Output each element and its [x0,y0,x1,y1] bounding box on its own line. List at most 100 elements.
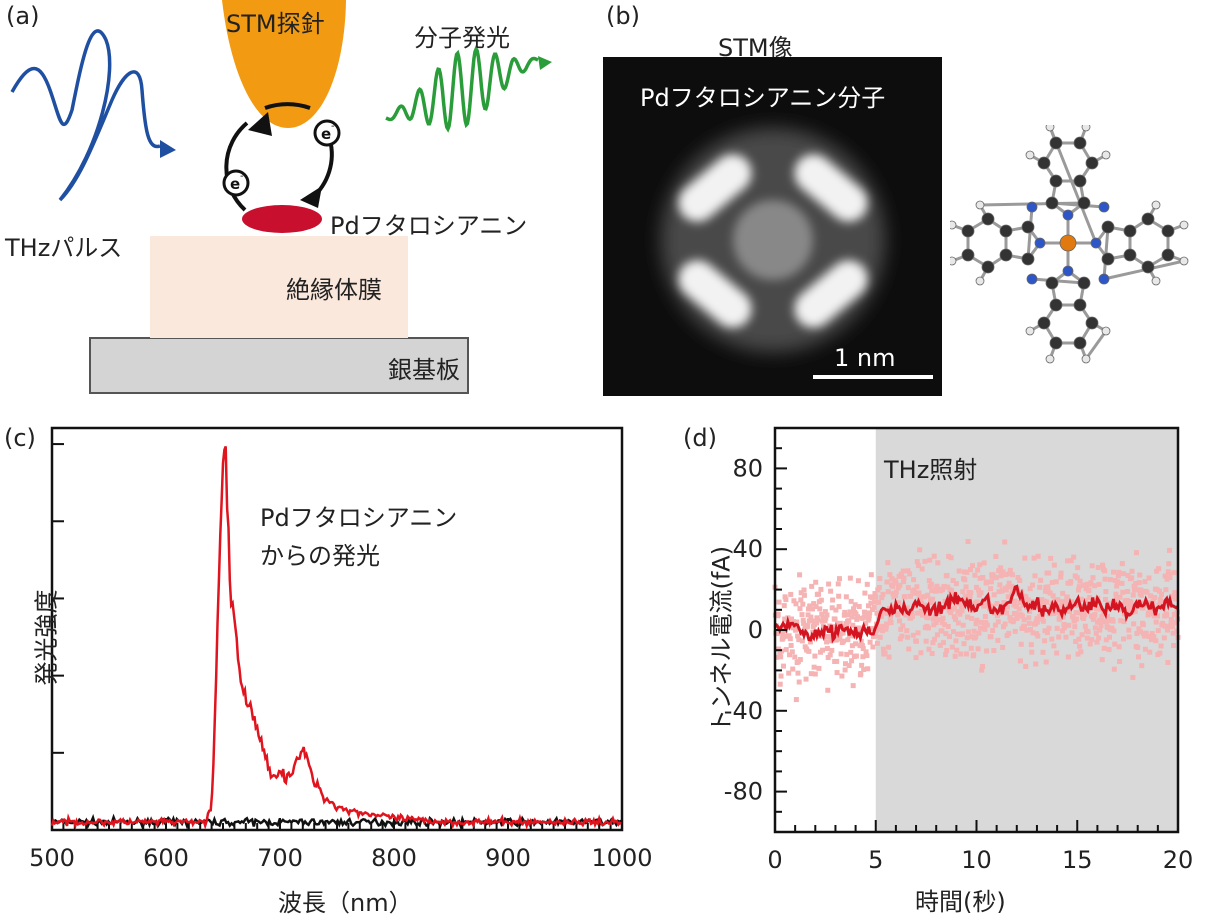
data-point [808,671,814,677]
data-point [1090,616,1096,622]
data-point [874,640,880,646]
data-point [806,618,812,624]
hydrogen-atom [1025,150,1035,160]
data-point [980,663,986,669]
data-point [1089,637,1095,643]
data-point [1035,553,1041,559]
data-point [949,588,955,594]
data-point [977,562,983,568]
data-point [993,553,999,559]
data-point [780,635,786,641]
data-point [873,628,879,634]
data-point [1147,649,1153,655]
data-point [1087,641,1093,647]
data-point [1031,555,1037,561]
data-point [1006,630,1012,636]
data-point [788,642,794,648]
data-point [1137,572,1143,578]
data-point [1162,573,1168,579]
data-point [1042,638,1048,644]
data-point [824,646,830,652]
data-point [946,634,952,640]
data-point [1167,547,1173,553]
data-point [1032,573,1038,579]
data-point [933,586,939,592]
data-point [949,644,955,650]
data-point [1102,576,1108,582]
data-point [864,653,870,659]
carbon-atom [1021,252,1035,266]
data-point [955,609,961,615]
data-point [830,597,836,603]
emission-arrow-head [538,56,552,70]
data-point [1171,643,1177,649]
panel-d-label: (d) [683,424,717,452]
data-point [995,619,1001,625]
carbon-atom [1141,212,1155,226]
data-point [848,649,854,655]
data-point [1082,611,1088,617]
film-block [150,236,408,338]
data-point [907,571,913,577]
data-point [897,582,903,588]
data-point [797,572,803,578]
data-point [1136,580,1142,586]
data-point [1102,568,1108,574]
data-point [945,584,951,590]
data-point [827,652,833,658]
data-point [902,594,908,600]
data-point [925,615,931,621]
data-point [934,583,940,589]
data-point [861,614,867,620]
carbon-atom [1123,224,1137,238]
data-point [1114,583,1120,589]
data-point [930,596,936,602]
data-point [1154,568,1160,574]
data-point [840,630,846,636]
data-point [1107,577,1113,583]
data-point [912,590,918,596]
data-point [775,611,781,617]
x-tick-label: 700 [257,844,303,872]
data-point [1100,562,1106,568]
data-point [884,610,890,616]
panel-b-label: (b) [606,2,640,30]
data-point [876,584,882,590]
data-point [774,631,780,637]
data-point [800,617,806,623]
data-point [888,613,894,619]
data-point [993,575,999,581]
data-point [1058,570,1064,576]
data-point [808,614,814,620]
data-point [1009,583,1015,589]
data-point [1156,588,1162,594]
carbon-atom [1073,336,1087,350]
data-point [1072,624,1078,630]
data-point [1077,610,1083,616]
carbon-atom [1123,248,1137,262]
data-point [915,563,921,569]
data-point [1158,643,1164,649]
data-point [809,606,815,612]
stm-center [733,200,813,280]
spectrum-xlabel: 波長（nm） [278,889,413,917]
data-point [979,667,985,673]
data-point [870,644,876,650]
data-point [940,587,946,593]
data-point [951,629,957,635]
svg-text:-: - [331,121,335,132]
data-point [1136,654,1142,660]
data-point [1101,645,1107,651]
data-point [948,555,954,561]
data-point [841,638,847,644]
data-point [1001,600,1007,606]
data-point [1087,594,1093,600]
data-point [1002,539,1008,545]
data-point [786,670,792,676]
data-point [1040,618,1046,624]
data-point [792,654,798,660]
data-point [898,626,904,632]
data-point [822,609,828,615]
data-point [901,575,907,581]
data-point [943,631,949,637]
